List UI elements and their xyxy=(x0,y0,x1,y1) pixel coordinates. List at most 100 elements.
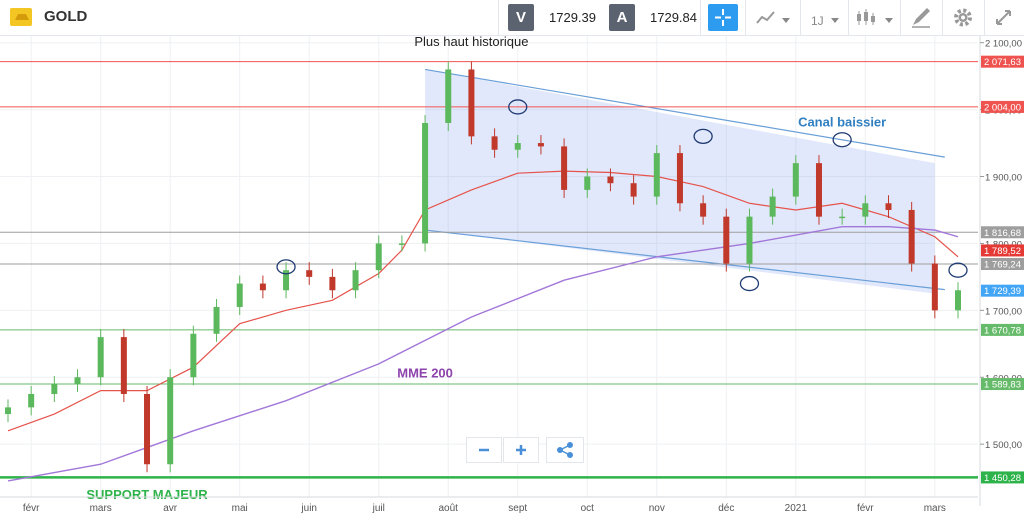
toolbar-divider xyxy=(745,0,746,36)
chart-annotation: Canal baissier xyxy=(798,114,886,129)
indicators-button[interactable] xyxy=(853,4,897,31)
share-icon xyxy=(557,442,573,458)
timeframe-label: 1J xyxy=(811,14,824,28)
drawing-tools-button[interactable] xyxy=(906,4,936,31)
descending-channel xyxy=(424,68,945,294)
zoom-in-icon xyxy=(516,445,526,455)
price-tick-label: 1 700,00 xyxy=(985,306,1022,317)
price-tag-label: 1 816,68 xyxy=(984,228,1021,239)
candlesticks xyxy=(5,61,961,473)
candle-body xyxy=(491,136,498,150)
candle-body xyxy=(144,393,151,465)
price-tag-label: 1 670,78 xyxy=(984,325,1021,336)
toolbar-divider xyxy=(848,0,849,36)
time-tick-label: nov xyxy=(649,503,665,514)
price-tag-label: 1 589,83 xyxy=(984,380,1021,391)
chart-annotations: Plus haut historique Canal baissier MME 20… xyxy=(86,36,886,502)
time-tick-label: mai xyxy=(232,503,248,514)
candle-body xyxy=(514,143,521,150)
candle-body xyxy=(259,283,266,291)
gold-bar-icon xyxy=(10,8,32,26)
share-button[interactable] xyxy=(546,437,584,463)
sell-button[interactable]: V xyxy=(508,4,534,31)
price-axis: 2 100,002 000,001 900,001 800,001 700,00… xyxy=(979,36,1024,518)
sell-price[interactable]: 1729.39 xyxy=(549,10,596,25)
candle-body xyxy=(51,383,58,394)
candle-body xyxy=(74,377,81,384)
time-tick-label: juil xyxy=(372,503,385,514)
price-tag-label: 2 004,00 xyxy=(984,102,1021,113)
circled-point-marker xyxy=(832,132,852,148)
fullscreen-button[interactable] xyxy=(990,4,1018,31)
candle-body xyxy=(5,407,11,415)
time-tick-label: déc xyxy=(718,503,734,514)
candle-body xyxy=(676,153,683,204)
candle-body xyxy=(190,333,197,378)
crosshair-button[interactable] xyxy=(708,4,738,31)
timeframe-dropdown[interactable]: 1J xyxy=(806,4,844,31)
toolbar: GOLD V 1729.39 A 1729.84 1J xyxy=(0,0,1024,36)
fullscreen-icon xyxy=(996,10,1011,25)
candle-body xyxy=(862,203,869,217)
price-tag-background xyxy=(981,323,1024,336)
circled-point-marker xyxy=(693,128,713,145)
candle-body xyxy=(885,203,892,210)
chart-annotation: SUPPORT MAJEUR xyxy=(86,487,208,502)
candle-body xyxy=(352,270,359,291)
chart-annotation: Plus haut historique xyxy=(414,36,528,49)
price-chart[interactable]: Plus haut historique Canal baissier MME 20… xyxy=(0,36,1024,518)
candle-body xyxy=(723,216,730,264)
time-tick-label: 2021 xyxy=(785,503,808,514)
price-tag-background xyxy=(981,378,1024,391)
candle-body xyxy=(815,163,822,217)
time-tick-label: avr xyxy=(163,503,178,514)
circled-points xyxy=(276,99,968,292)
candle-body xyxy=(329,276,336,291)
chart-type-button[interactable] xyxy=(752,4,796,31)
time-tick-label: mars xyxy=(90,503,112,514)
toolbar-divider xyxy=(498,0,499,36)
ema-200-line xyxy=(7,225,959,482)
candle-body xyxy=(213,306,220,334)
time-axis: févr mars avr mai juin juil août sept oct nov déc 2… xyxy=(0,496,978,514)
moving-averages xyxy=(7,170,959,482)
candle-body xyxy=(97,337,104,378)
price-tag-background xyxy=(981,226,1024,239)
channel-lower-line xyxy=(425,229,945,291)
candle-body xyxy=(561,146,568,190)
candle-body xyxy=(236,283,243,307)
candle-body xyxy=(167,377,174,465)
toolbar-divider xyxy=(800,0,801,36)
price-tag-background xyxy=(981,244,1024,257)
settings-button[interactable] xyxy=(948,4,978,31)
buy-button[interactable]: A xyxy=(609,4,635,31)
candle-body xyxy=(537,143,544,147)
time-tick-label: févr xyxy=(857,503,874,514)
zoom-out-icon xyxy=(479,448,489,452)
candle-body xyxy=(468,69,475,137)
price-tag-label: 1 729,39 xyxy=(984,286,1021,297)
buy-price[interactable]: 1729.84 xyxy=(650,10,697,25)
chart-type-icon xyxy=(756,11,775,24)
candles-icon xyxy=(857,9,875,25)
candle-body xyxy=(955,290,961,311)
price-tick-label: 1 900,00 xyxy=(985,173,1022,184)
candle-body xyxy=(306,270,313,277)
candle-body xyxy=(653,153,660,197)
drawing-icon xyxy=(912,8,930,28)
time-tick-label: oct xyxy=(581,503,595,514)
toolbar-divider xyxy=(984,0,985,36)
zoom-in-button[interactable] xyxy=(503,437,539,463)
zoom-out-button[interactable] xyxy=(466,437,502,463)
candle-body xyxy=(769,196,776,217)
chevron-down-icon xyxy=(831,18,839,23)
circled-point-marker xyxy=(508,99,528,115)
time-tick-label: juin xyxy=(300,503,317,514)
candle-body xyxy=(120,337,127,394)
candle-body xyxy=(746,216,753,264)
candle-body xyxy=(607,176,614,184)
price-tag-label: 1 789,52 xyxy=(984,246,1021,257)
candle-body xyxy=(792,163,799,197)
candle-body xyxy=(283,270,290,291)
candle-body xyxy=(422,122,429,244)
